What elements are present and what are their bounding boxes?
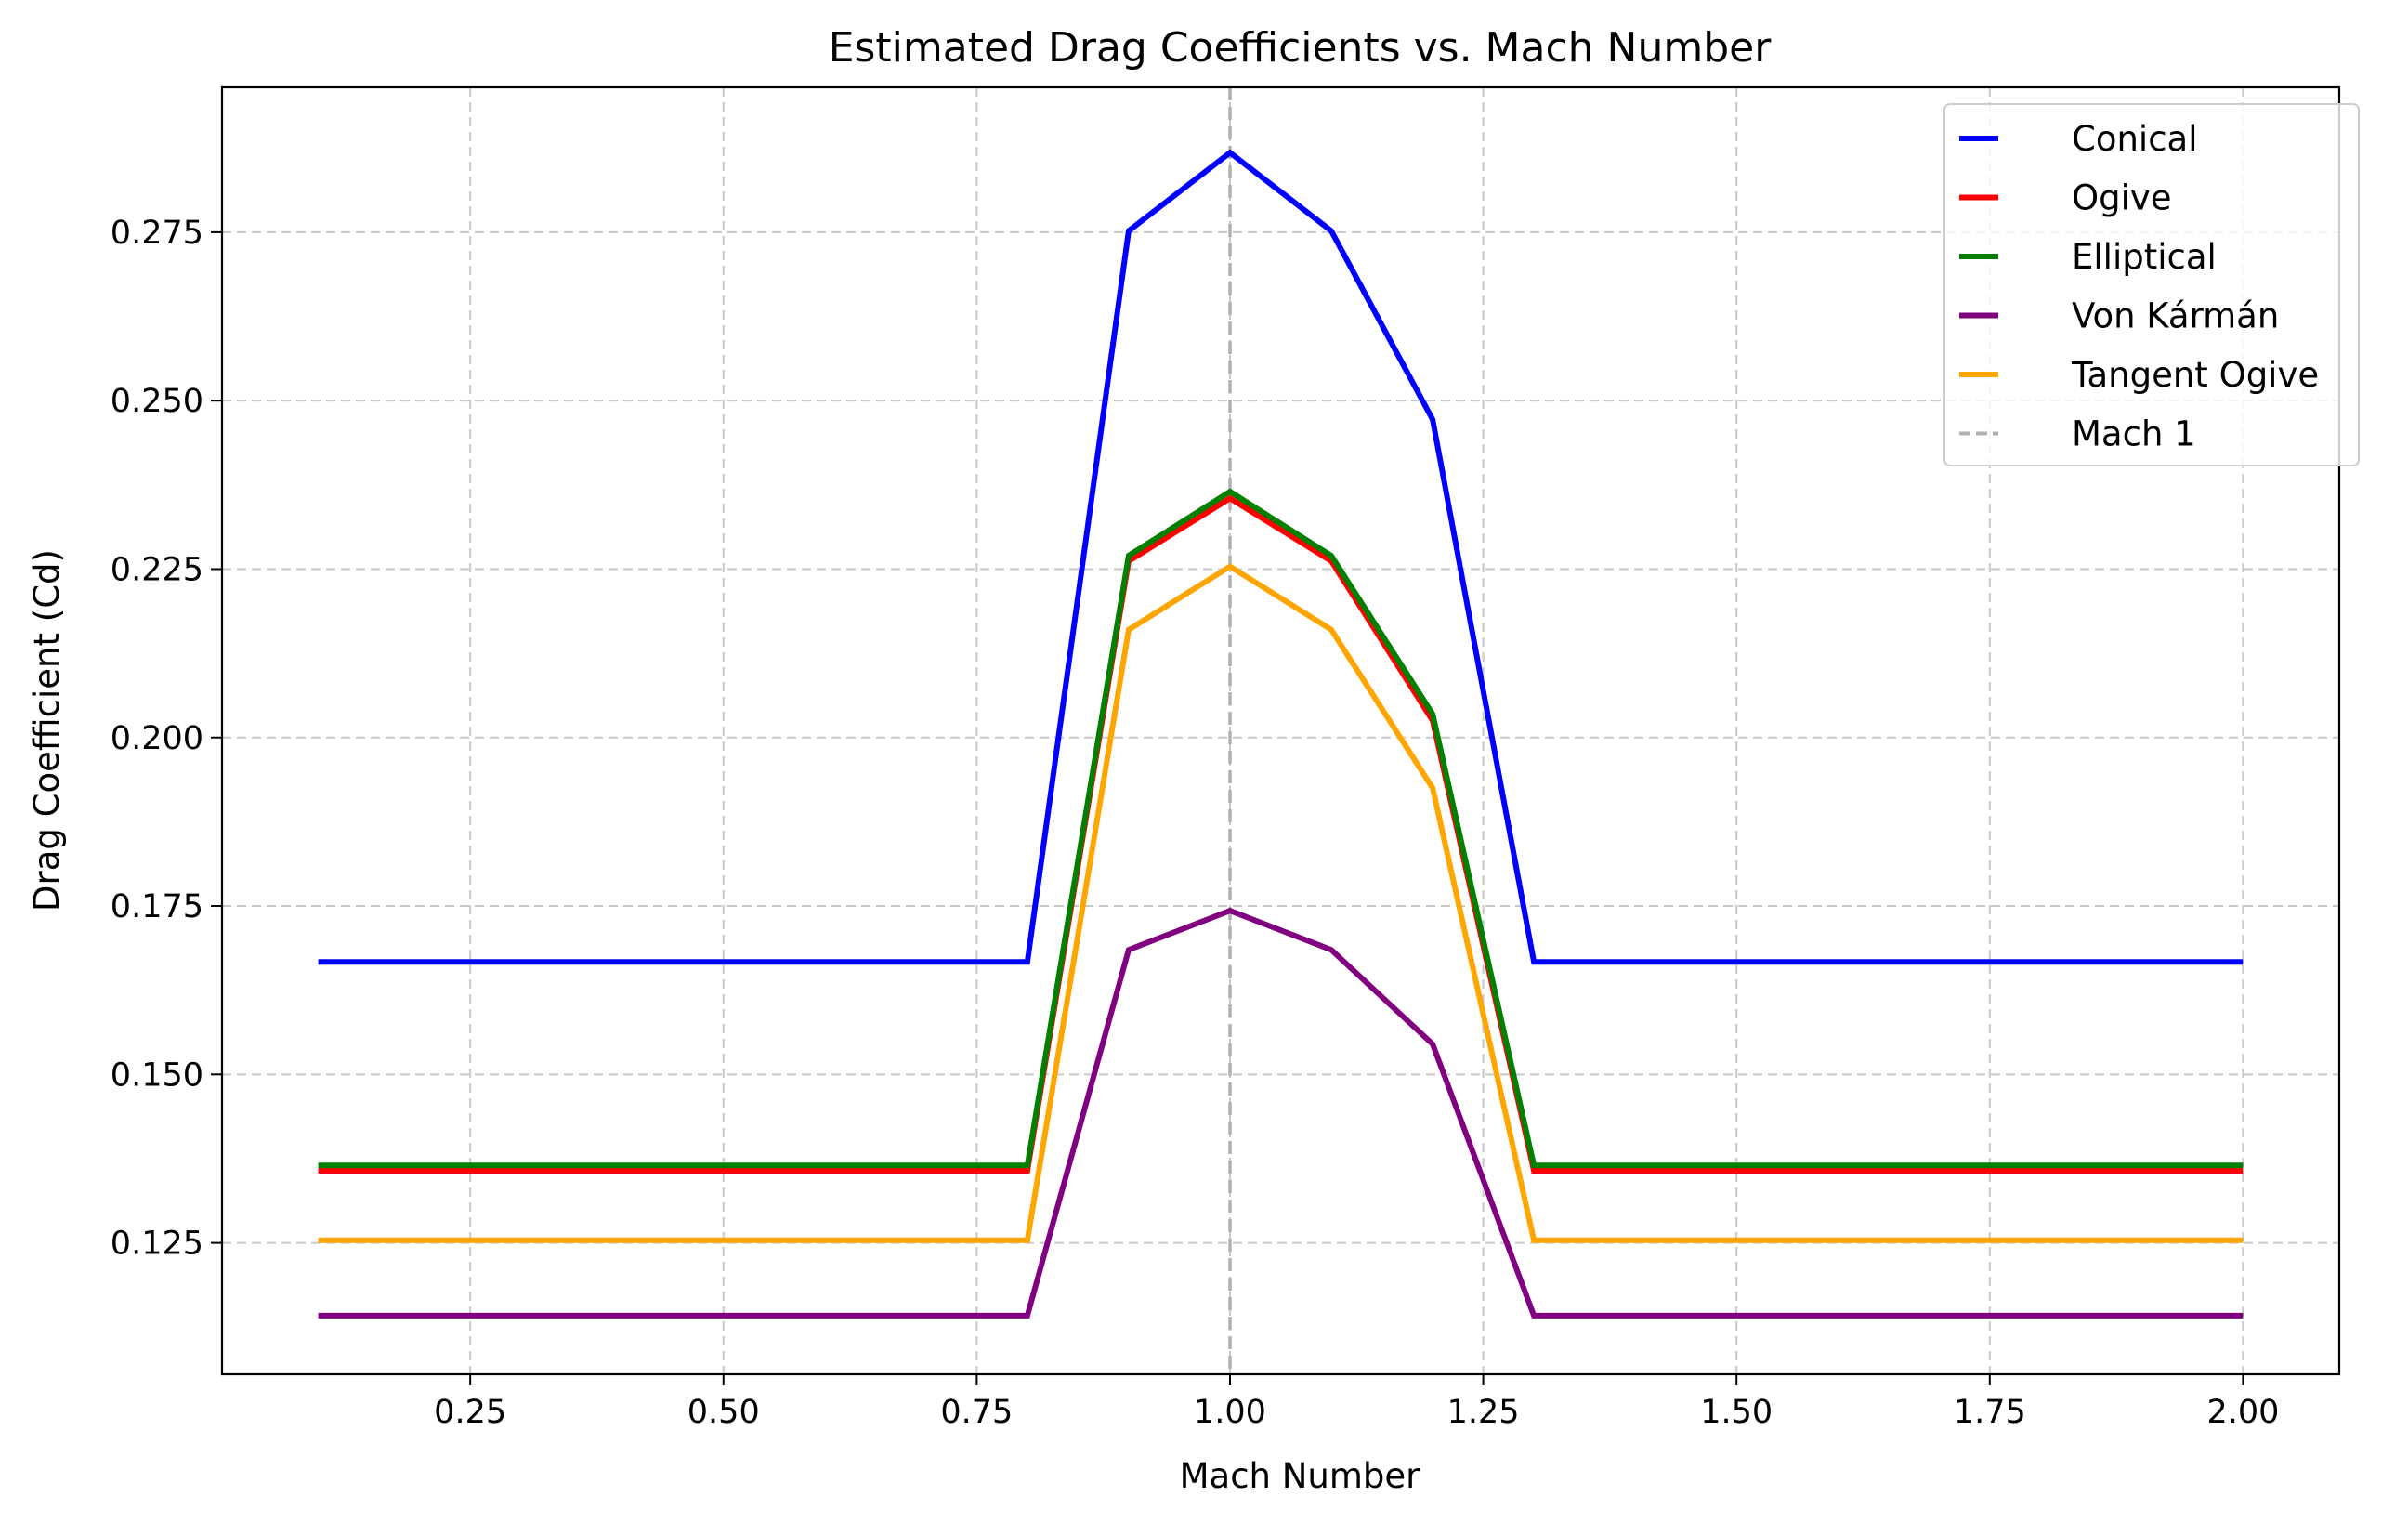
chart-title: Estimated Drag Coefficients vs. Mach Num… (829, 24, 1772, 72)
x-tick-label: 1.00 (1194, 1394, 1266, 1431)
series-line-tangent-ogive (318, 563, 2244, 1243)
plot-frame (220, 85, 2341, 1376)
y-tick-label: 0.150 (111, 1056, 203, 1094)
x-tick-label: 1.75 (1954, 1394, 2026, 1431)
series-line-von-karman (318, 907, 2244, 1319)
y-tick-label: 0.250 (111, 383, 203, 420)
legend: Conical Ogive Elliptical Von Kármán Tangent … (1943, 103, 2360, 466)
ticks: 0.25 0.50 0.75 1.00 1.25 1.50 1.75 2.00 0.125 0.1… (111, 215, 2280, 1431)
y-tick-label: 0.200 (111, 720, 203, 757)
y-axis-label: Drag Coefficient (Cd) (27, 549, 67, 912)
x-tick-label: 1.25 (1447, 1394, 1520, 1431)
legend-label-von-karman: Von Kármán (2072, 296, 2279, 336)
series-layer (318, 149, 2244, 1319)
y-tick-label: 0.125 (111, 1226, 203, 1263)
y-tick-label: 0.175 (111, 888, 203, 925)
legend-frame (1943, 103, 2360, 466)
x-axis-label: Mach Number (1180, 1456, 1421, 1496)
x-tick-label: 0.50 (687, 1394, 760, 1431)
x-tick-label: 2.00 (2206, 1394, 2279, 1431)
y-tick-label: 0.275 (111, 215, 203, 252)
legend-label-ogive: Ogive (2072, 178, 2172, 218)
legend-label-mach-1: Mach 1 (2072, 414, 2196, 454)
x-tick-label: 1.50 (1700, 1394, 1773, 1431)
series-line-conical (318, 149, 2244, 965)
legend-label-conical: Conical (2072, 119, 2198, 159)
x-tick-label: 0.75 (940, 1394, 1013, 1431)
x-tick-label: 0.25 (434, 1394, 506, 1431)
series-line-elliptical (318, 488, 2244, 1169)
y-tick-label: 0.225 (111, 551, 203, 588)
legend-label-elliptical: Elliptical (2072, 237, 2217, 277)
legend-label-tangent-ogive: Tangent Ogive (2071, 355, 2319, 395)
